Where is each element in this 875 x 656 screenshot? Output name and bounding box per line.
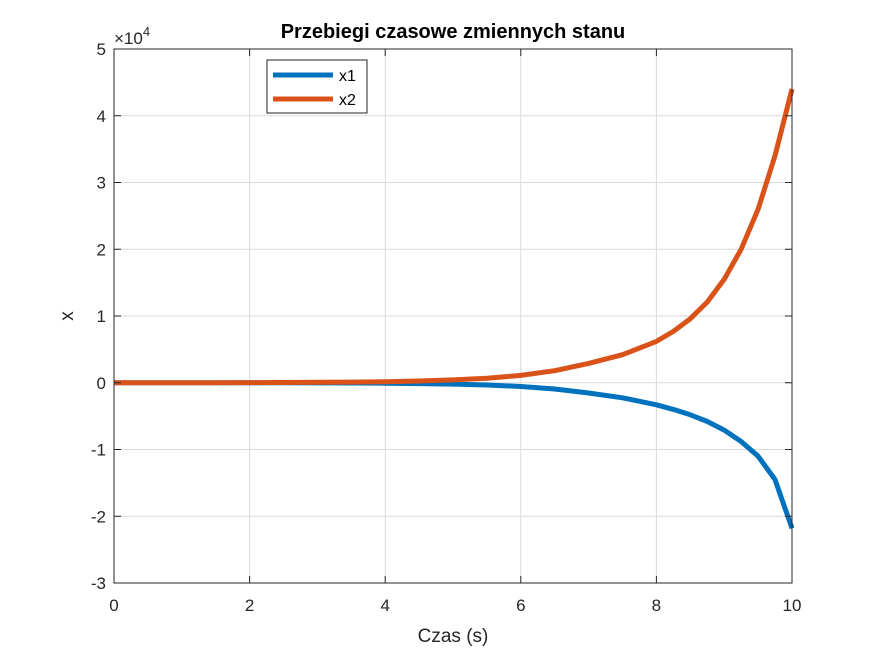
y-tick-label: -3 <box>91 574 106 593</box>
y-tick-label: 4 <box>97 107 106 126</box>
x-tick-label: 10 <box>783 596 802 615</box>
y-tick-label: -1 <box>91 441 106 460</box>
y-tick-label: 2 <box>97 240 106 259</box>
legend-label-x1: x1 <box>339 68 356 85</box>
x-axis-label: Czas (s) <box>418 626 489 647</box>
chart-title: Przebiegi czasowe zmiennych stanu <box>281 21 626 43</box>
y-tick-label: 5 <box>97 40 106 59</box>
ticks: 0 2 4 6 8 10 -3 -2 -1 0 1 2 3 4 5 <box>91 40 802 615</box>
legend: x1 x2 <box>266 59 368 114</box>
y-tick-label: -2 <box>91 507 106 526</box>
y-tick-label: 3 <box>97 174 106 193</box>
x-tick-label: 6 <box>516 596 525 615</box>
legend-label-x2: x2 <box>339 92 356 109</box>
legend-box <box>266 59 368 114</box>
y-tick-label: 0 <box>97 374 106 393</box>
y-tick-label: 1 <box>97 307 106 326</box>
y-exponent-power: 4 <box>143 24 150 39</box>
series-line-x2 <box>114 88 795 386</box>
x-tick-label: 2 <box>245 596 254 615</box>
y-exponent-label: ×104 <box>114 24 150 48</box>
y-exponent-base: ×10 <box>114 29 143 48</box>
x-tick-label: 0 <box>109 596 118 615</box>
y-axis-label: x <box>57 311 78 321</box>
x-tick-label: 4 <box>380 596 389 615</box>
x-tick-label: 8 <box>652 596 661 615</box>
series-layer <box>114 88 795 530</box>
